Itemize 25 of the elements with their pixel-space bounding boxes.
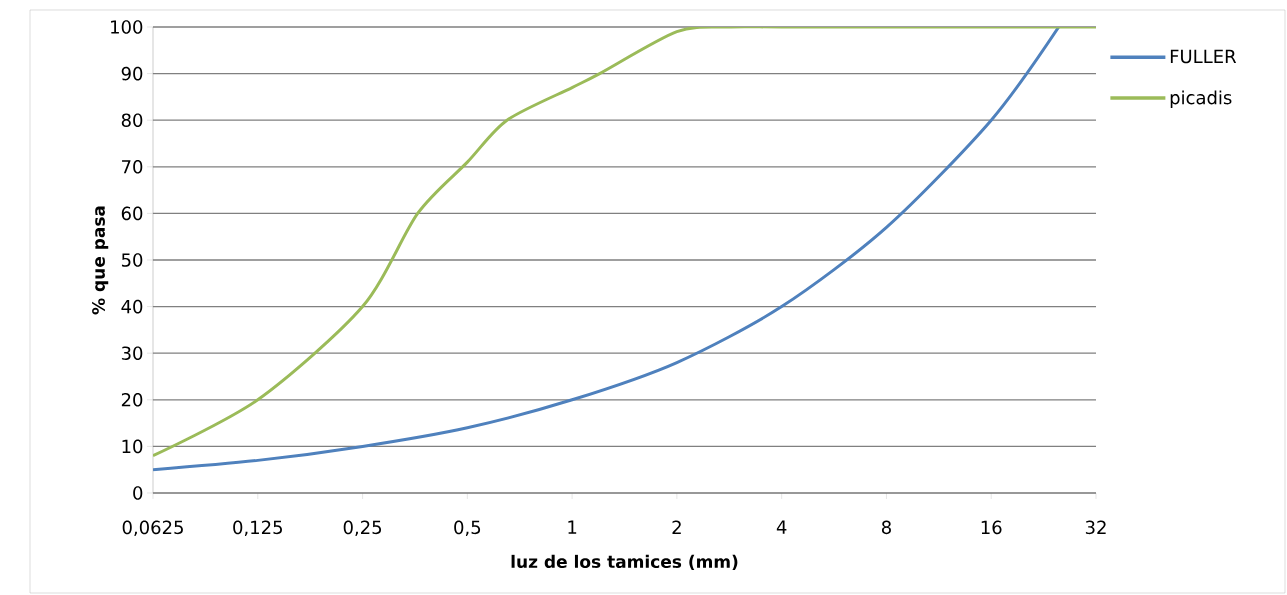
legend-label: picadis (1170, 90, 1232, 108)
x-tick-label: 0,25 (343, 520, 382, 536)
x-axis-title: luz de los tamices (mm) (511, 554, 738, 571)
x-tick-label: 0,125 (233, 520, 282, 536)
x-tick-label: 8 (881, 520, 891, 535)
legend-label: FULLER (1170, 49, 1237, 64)
y-tick-label: 30 (121, 346, 143, 360)
y-tick-label: 40 (121, 299, 143, 314)
x-tick-label: 16 (981, 520, 1002, 535)
x-tick-label: 2 (672, 520, 681, 534)
x-tick-label: 0,0625 (122, 520, 183, 536)
y-tick-label: 20 (121, 392, 143, 407)
x-tick-label: 32 (1085, 520, 1106, 535)
y-tick-label: 70 (122, 159, 143, 174)
y-tick-label: 10 (122, 439, 143, 454)
y-axis-title: % que pasa (92, 206, 109, 315)
y-tick-label: 90 (121, 66, 143, 81)
x-tick-label: 4 (776, 520, 787, 534)
y-tick-label: 60 (121, 206, 143, 221)
y-tick-label: 50 (121, 253, 143, 267)
y-tick-label: 100 (111, 20, 143, 34)
y-tick-label: 0 (133, 486, 143, 500)
x-tick-label: 1 (568, 520, 577, 534)
y-tick-label: 80 (121, 113, 143, 127)
x-tick-label: 0,5 (454, 520, 481, 536)
